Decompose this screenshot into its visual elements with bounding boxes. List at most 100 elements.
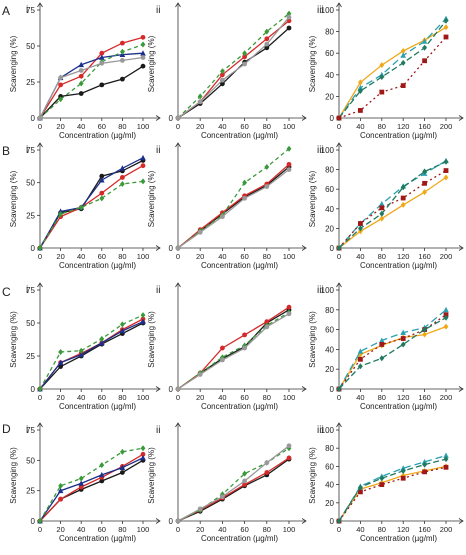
panel-d-iii-series-darkgreen-point (379, 475, 385, 482)
panel-d-i-series-black-line (39, 459, 144, 522)
panel-b-ii-x-tick-label: 100 (283, 252, 296, 261)
panel-a-i-series-navy-line (39, 52, 144, 119)
panel-b-iii-series-orange-point (400, 201, 406, 208)
panel-c-i-series-black-point (58, 364, 63, 369)
panel-d-ii-y-tick-label: 0 (169, 517, 174, 526)
panel-b-iii-series-orange-line (338, 176, 447, 249)
panel-c-ii-series-grey-point (286, 311, 292, 317)
panel-d-iii-series-teal-point (421, 458, 428, 465)
panel-d-iii-series-teal-line (338, 454, 447, 522)
panel-a-i-y-axis-title: Scavenging (%) (9, 35, 18, 92)
panel-b-ii-x-tick-label: 80 (263, 252, 271, 261)
panel-a-i-series-grey-point (58, 75, 63, 81)
panel-c-ii-x-axis-title: Concentration (µg/ml) (201, 402, 278, 411)
panel-d-i-series-green-point (99, 462, 105, 469)
panel-b-iii-label: iii (317, 145, 324, 156)
panel-b-iii-series-darkred-point (422, 180, 427, 186)
panel-a-i-y-tick-label: 75 (26, 6, 35, 15)
panel-c-ii-x-tick-label: 40 (218, 393, 226, 402)
panel-d-iii-series-darkred-point (443, 464, 449, 470)
panel-c-i-x-tick-label: 100 (137, 393, 150, 402)
panel-a-iii-x-tick-label: 80 (378, 122, 386, 131)
panel-b-iii-y-tick-label: 40 (325, 205, 334, 214)
panel-a-ii-series-green-point (197, 93, 203, 100)
panel-c-ii-y-axis-head (175, 282, 181, 288)
panel-c-i-series-navy-line (39, 321, 144, 390)
panel-a-i-y-tick-label: 50 (26, 42, 35, 51)
panel-d-i-series-red-line (39, 453, 144, 522)
panel-a-iii-series-darkgreen-point (443, 17, 449, 24)
panel-c-iii-series-darkgreen-point (379, 355, 385, 362)
panel-a-iii-series-darkgreen-point (422, 44, 427, 51)
panel-d-iii-series-teal-point (443, 452, 449, 458)
panel-d-i-x-tick-label: 60 (98, 525, 106, 534)
panel-b-i-y-axis-title: Scavenging (%) (9, 170, 18, 227)
panel-a-i-x-tick-label: 40 (77, 122, 85, 131)
panel-d-iii-y-tick-label: 80 (325, 444, 334, 453)
panel-d-i-series-black-point (99, 478, 105, 484)
panel-b-i-series-green-point (120, 180, 125, 187)
panel-a-iii-series-teal-point (357, 84, 364, 91)
panel-d-ii-series-green-point (242, 470, 247, 477)
panel-c-iii-series-darkred-point (358, 356, 363, 362)
panel-a-ii-label: ii (156, 5, 160, 16)
panel-b-i-label: i (26, 145, 28, 156)
panel-a-iii-y-axis-title: Scavenging (%) (308, 35, 317, 92)
panel-a-i-series-red-point (58, 82, 63, 88)
row-label-c: C (2, 285, 11, 299)
panel-d-iii-series-darkgreen-point (358, 484, 363, 491)
panel-a-iii-x-axis-head (458, 115, 464, 121)
panel-d-iii-y-tick-label: 100 (321, 426, 335, 435)
panel-d-iii-x-tick-label: 0 (337, 525, 341, 534)
panel-a-iii-series-teal-point (421, 38, 428, 44)
panel-a-iii-label: iii (317, 5, 324, 16)
panel-b-ii-x-axis-title: Concentration (µg/ml) (201, 261, 278, 270)
panel-b-ii-series-grey-point (264, 184, 270, 189)
panel-c-i-series-green-point (78, 347, 84, 354)
panel-b-i-series-red-point (99, 190, 105, 196)
panel-c-ii-series-grey-point (264, 324, 270, 330)
panel-b-iii-y-tick-label: 100 (321, 146, 335, 155)
panel-a-i-series-navy-point (99, 54, 105, 60)
panel-b-i-y-tick-label: 75 (26, 146, 35, 155)
panel-b-ii-series-red-line (177, 163, 290, 249)
panel-c-ii-series-grey-point (242, 345, 248, 351)
panel-c-iii-label: iii (317, 285, 324, 296)
panel-b-ii-label: ii (156, 145, 160, 156)
panel-a-iii-series-orange-point (400, 48, 406, 55)
panel-d-i-y-tick-label: 50 (26, 456, 35, 465)
panel-b-ii-series-grey-point (197, 229, 203, 235)
panel-d-i-series-green-point (120, 448, 125, 455)
panel-b-i-x-axis-head (155, 245, 161, 251)
panel-c-iii-series-darkgreen-point (336, 386, 342, 392)
panel-a-ii-x-axis-head (301, 115, 307, 121)
panel-b-i-series-black-point (99, 173, 105, 179)
panel-b-ii-x-tick-label: 60 (240, 252, 248, 261)
panel-d-ii-label: ii (156, 425, 160, 436)
panel-a-ii-series-green-point (264, 28, 270, 35)
panel-c-iii-series-darkred-line (338, 314, 447, 390)
panel-a-iii-series-darkred-point (358, 108, 363, 113)
panel-c-ii-series-red-point (220, 345, 225, 351)
panel-a-i-series-black-line (39, 65, 144, 119)
panel-c-ii-series-grey-point (220, 357, 225, 363)
panel-d-iii-x-tick-label: 40 (356, 525, 364, 534)
panel-a-ii-series-grey-point (175, 115, 181, 121)
panel-a-i-series-red-point (99, 50, 105, 56)
panel-a-ii-series-grey-point (220, 77, 225, 83)
panel-b-iii-x-tick-label: 40 (356, 252, 364, 261)
panel-b-i-series-green-point (99, 195, 105, 202)
panel-a-i-series-red-line (39, 36, 144, 119)
panel-a-i-y-tick-label: 25 (26, 78, 35, 87)
panel-a-iii-y-tick-label: 100 (321, 6, 335, 15)
panel-a-i-x-tick-label: 80 (118, 122, 126, 131)
panel-c-i-series-black-line (39, 322, 144, 390)
panel-c-ii-label: ii (156, 285, 160, 296)
panel-a-i-series-green-point (78, 80, 84, 87)
panel-d-iii-x-tick-label: 160 (418, 525, 431, 534)
panel-d-ii-x-tick-label: 60 (240, 525, 248, 534)
panel-d-i-series-navy-point (99, 471, 105, 478)
panel-a-ii-series-red-line (177, 20, 290, 119)
panel-d-i-y-tick-label: 75 (26, 426, 35, 435)
